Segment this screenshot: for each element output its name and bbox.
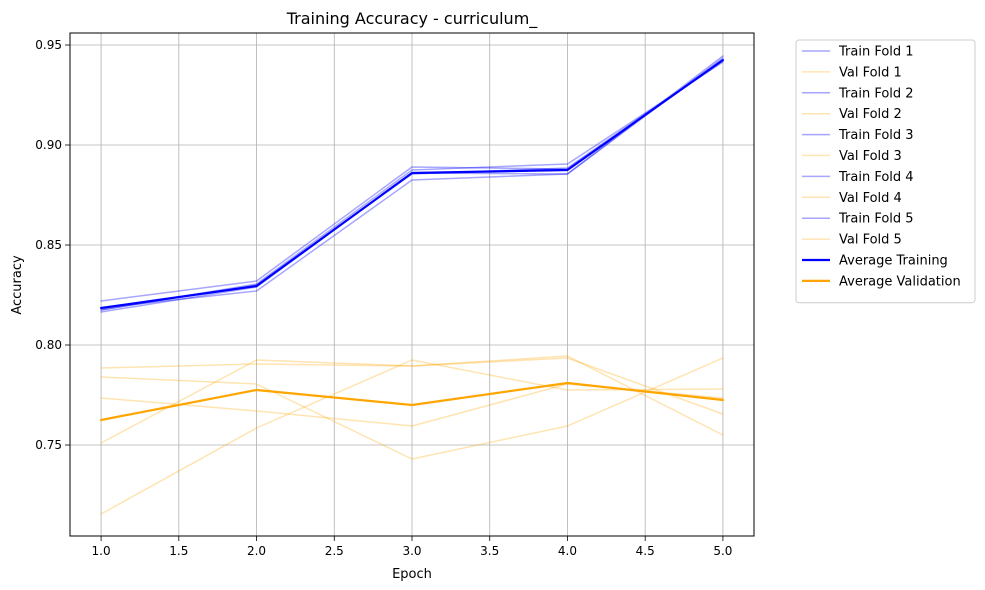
y-tick-label: 0.80 [35, 338, 62, 352]
x-axis-ticks: 1.0 1.5 2.0 2.5 3.0 3.5 4.0 4.5 5.0 [92, 536, 732, 558]
x-tick-label: 4.5 [636, 544, 655, 558]
legend-label: Train Fold 4 [838, 170, 914, 185]
x-tick-label: 5.0 [713, 544, 732, 558]
x-tick-label: 3.0 [402, 544, 421, 558]
legend: Train Fold 1 Val Fold 1 Train Fold 2 Val Fo… [795, 39, 976, 304]
y-axis-label: Accuracy [10, 255, 25, 315]
x-tick-label: 1.5 [169, 544, 188, 558]
x-axis-label: Epoch [392, 567, 432, 582]
series-line-val-fold-4 [100, 357, 724, 460]
y-tick-label: 0.85 [35, 238, 62, 252]
legend-label: Val Fold 3 [839, 149, 902, 164]
series-lines [99, 55, 725, 515]
grid [70, 33, 754, 536]
series-line-val-fold-1 [100, 357, 724, 415]
series-line-average-training [99, 58, 725, 310]
series-line-train-fold-3 [100, 57, 724, 309]
x-tick-label: 2.5 [325, 544, 344, 558]
legend-box [795, 39, 976, 304]
legend-label: Train Fold 5 [838, 212, 914, 227]
x-tick-label: 2.0 [247, 544, 266, 558]
x-tick-label: 3.5 [480, 544, 499, 558]
chart-title: Training Accuracy - curriculum_ [286, 9, 539, 29]
legend-label: Average Training [839, 254, 948, 269]
legend-label: Average Validation [839, 274, 961, 289]
legend-label: Train Fold 1 [838, 45, 914, 60]
legend-label: Val Fold 2 [839, 107, 902, 122]
legend-label: Val Fold 4 [839, 191, 902, 206]
y-tick-label: 0.75 [35, 438, 62, 452]
y-tick-label: 0.95 [35, 38, 62, 52]
x-tick-label: 4.0 [558, 544, 577, 558]
legend-label: Train Fold 2 [838, 86, 914, 101]
series-line-val-fold-2 [100, 355, 724, 444]
series-line-average-validation [99, 381, 725, 422]
y-axis-ticks: 0.75 0.80 0.85 0.90 0.95 [35, 38, 70, 452]
x-tick-label: 1.0 [92, 544, 111, 558]
legend-label: Val Fold 1 [839, 65, 902, 80]
legend-label: Train Fold 3 [838, 128, 914, 143]
legend-label: Val Fold 5 [839, 233, 902, 248]
y-tick-label: 0.90 [35, 138, 62, 152]
